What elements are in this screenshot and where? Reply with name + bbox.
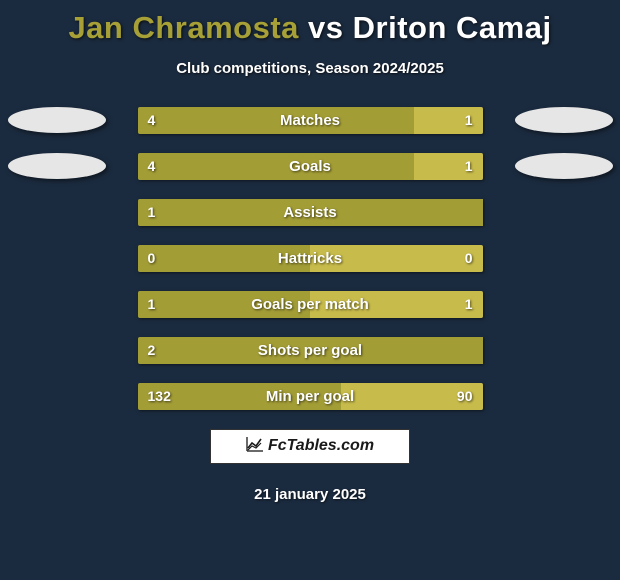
player1-name: Jan Chramosta (68, 10, 298, 45)
subtitle: Club competitions, Season 2024/2025 (0, 60, 620, 77)
stat-value-left: 1 (148, 199, 156, 226)
stat-value-right: 1 (465, 153, 473, 180)
stat-bar-left (138, 337, 483, 364)
team-badge-left (8, 153, 106, 179)
stat-value-left: 4 (148, 107, 156, 134)
stat-row: 13290Min per goal (138, 383, 483, 410)
stat-bar-left (138, 107, 414, 134)
team-badge-right (515, 153, 613, 179)
stat-value-left: 1 (148, 291, 156, 318)
stat-bar-left (138, 199, 483, 226)
branding-text: FcTables.com (268, 437, 374, 454)
stat-row: 00Hattricks (138, 245, 483, 272)
player2-name: Driton Camaj (353, 10, 552, 45)
stat-row: 41Goals (138, 153, 483, 180)
team-badge-left (8, 107, 106, 133)
stat-value-left: 4 (148, 153, 156, 180)
stat-value-left: 132 (148, 383, 171, 410)
stat-value-right: 0 (465, 245, 473, 272)
vs-text: vs (308, 10, 343, 45)
comparison-bars: 41Matches41Goals1Assists00Hattricks11Goa… (138, 107, 483, 410)
stat-row: 2Shots per goal (138, 337, 483, 364)
stat-value-right: 1 (465, 107, 473, 134)
stat-row: 11Goals per match (138, 291, 483, 318)
page-title: Jan Chramosta vs Driton Camaj (0, 0, 620, 46)
branding-box: FcTables.com (210, 429, 410, 464)
stat-bar-left (138, 245, 311, 272)
team-badge-right (515, 107, 613, 133)
stat-value-left: 0 (148, 245, 156, 272)
branding-chart-icon (246, 436, 264, 457)
stat-bar-right (310, 245, 483, 272)
stat-value-left: 2 (148, 337, 156, 364)
stat-bar-left (138, 153, 414, 180)
generated-date: 21 january 2025 (0, 486, 620, 503)
stat-value-right: 1 (465, 291, 473, 318)
stat-row: 41Matches (138, 107, 483, 134)
stat-value-right: 90 (457, 383, 473, 410)
stat-bar-right (310, 291, 483, 318)
stat-bar-left (138, 291, 311, 318)
stat-row: 1Assists (138, 199, 483, 226)
